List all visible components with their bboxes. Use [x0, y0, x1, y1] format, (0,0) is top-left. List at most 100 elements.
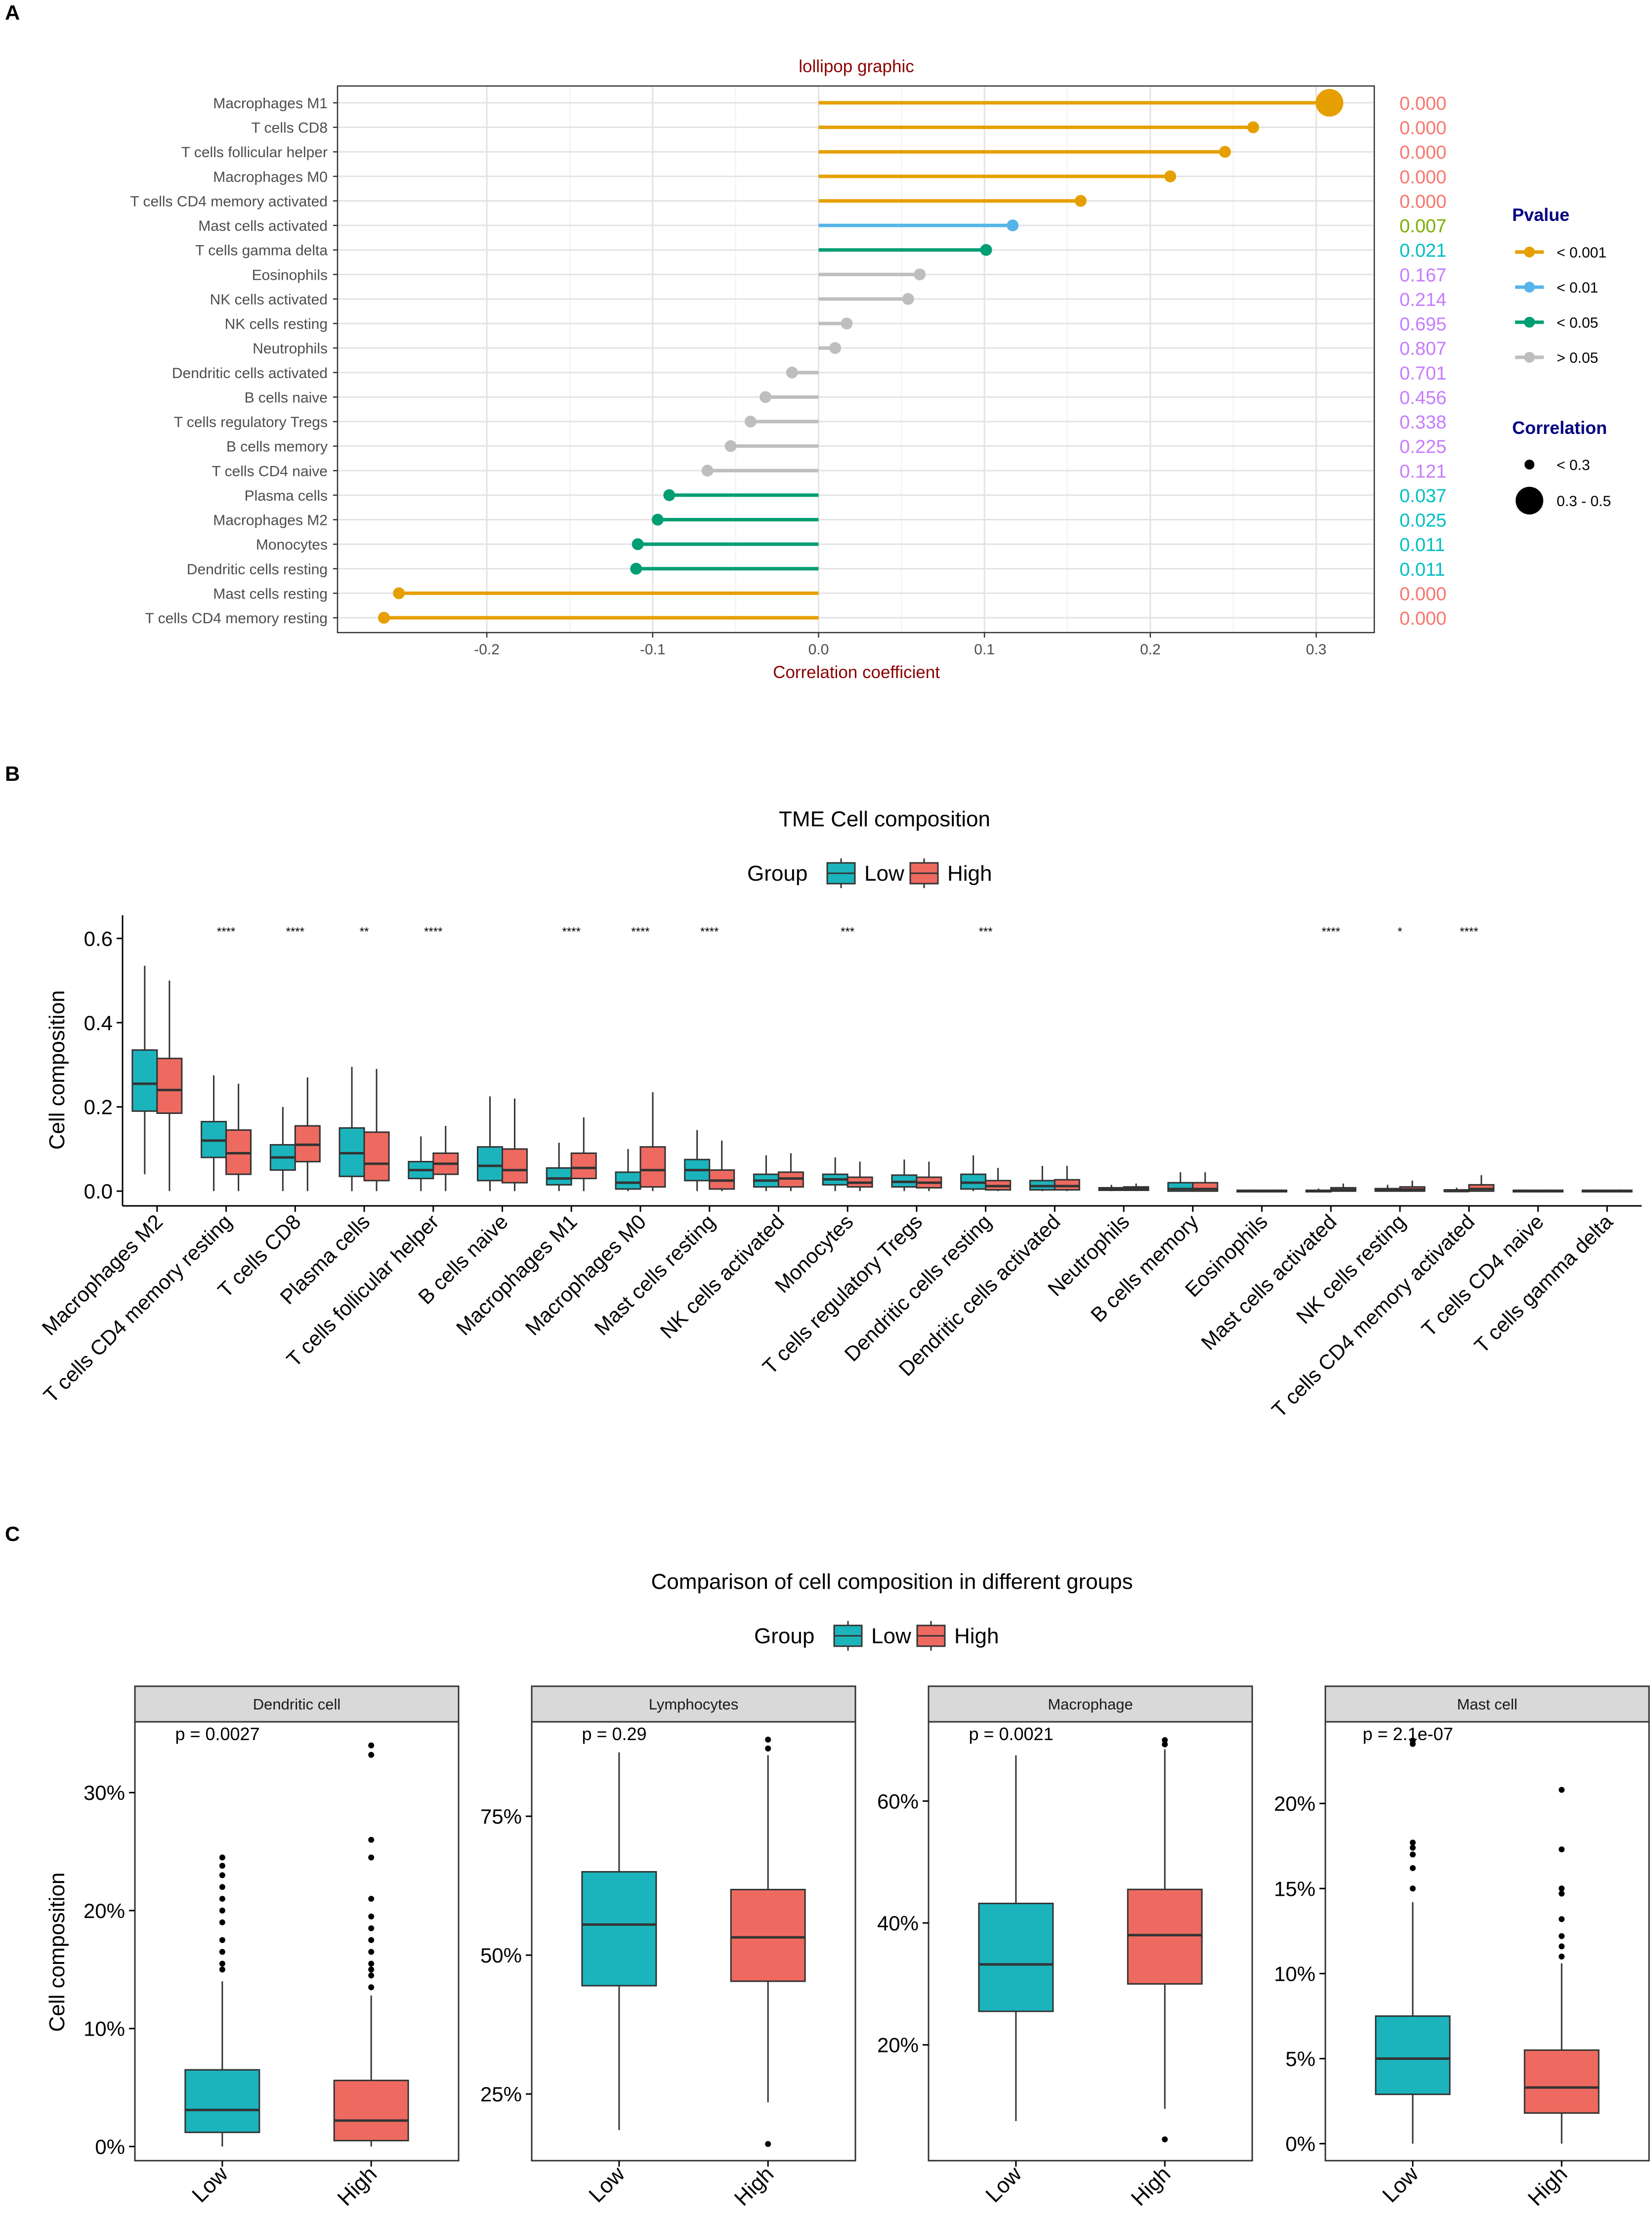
tme-legend: Group Low High	[747, 858, 992, 888]
facet-y-tick-label: 10%	[84, 2017, 125, 2041]
outlier-point	[368, 1937, 375, 1943]
x-tick-label: 0.1	[974, 641, 995, 658]
group-legend-label: High	[947, 861, 992, 886]
facet-y-tick-label: 40%	[877, 1912, 919, 1935]
significance-stars: ****	[700, 925, 719, 938]
pvalue-legend-title: Pvalue	[1512, 205, 1569, 225]
outlier-point	[368, 1966, 375, 1973]
row-pvalue: 0.121	[1399, 461, 1446, 482]
panel-label-a: A	[5, 1, 20, 24]
x-tick-label: 0.3	[1306, 641, 1327, 658]
row-pvalue: 0.456	[1399, 387, 1446, 408]
significance-stars: ****	[286, 925, 304, 938]
panel-label-c: C	[5, 1522, 20, 1545]
pvalue-legend-label: > 0.05	[1557, 350, 1598, 366]
correlation-legend-dot	[1516, 487, 1543, 514]
lollipop-dot	[701, 465, 714, 477]
pvalue-legend-dot	[1524, 247, 1535, 257]
outlier-point	[368, 1836, 375, 1843]
box-body	[639, 1146, 666, 1188]
group-legend-title: Group	[754, 1624, 814, 1648]
pvalue-legend-label: < 0.05	[1557, 315, 1598, 331]
lollipop-dot	[980, 244, 992, 256]
row-cell-label: T cells regulatory Tregs	[174, 414, 328, 430]
facet-y-tick-label: 20%	[1274, 1792, 1315, 1815]
lollipop-dot	[786, 366, 798, 379]
outlier-point	[1559, 1787, 1565, 1793]
lollipop-dot	[651, 513, 664, 526]
outlier-point	[1409, 1851, 1416, 1858]
lollipop-x-label: Correlation coefficient	[773, 663, 940, 682]
box-body	[131, 1049, 158, 1112]
lollipop-dot	[378, 612, 390, 624]
box-body	[581, 1871, 657, 1987]
lollipop-dot	[902, 293, 914, 305]
row-pvalue: 0.000	[1399, 584, 1446, 604]
outlier-point	[1409, 1844, 1416, 1851]
tme-y-tick-label: 0.6	[84, 927, 113, 950]
facet-y-tick-label: 5%	[1285, 2047, 1315, 2070]
row-pvalue: 0.807	[1399, 339, 1446, 359]
outlier-point	[368, 1854, 375, 1861]
lollipop-title: lollipop graphic	[799, 57, 914, 76]
row-cell-label: Neutrophils	[253, 341, 328, 357]
pvalue-legend-dot	[1524, 317, 1535, 328]
outlier-point	[219, 1884, 225, 1890]
x-tick-label: 0.2	[1140, 641, 1161, 658]
outlier-point	[219, 1949, 225, 1955]
row-cell-label: NK cells activated	[210, 292, 328, 308]
group-legend-title: Group	[747, 861, 807, 886]
lollipop-dot	[760, 391, 772, 403]
correlation-legend-label: < 0.3	[1557, 457, 1590, 473]
row-pvalue: 0.000	[1399, 167, 1446, 188]
facet-y-tick-label: 25%	[480, 2083, 522, 2106]
lollipop-panel-border	[337, 85, 1375, 634]
row-cell-label: T cells CD4 memory activated	[130, 193, 328, 210]
lollipop-dot	[744, 416, 757, 428]
outlier-point	[368, 1984, 375, 1991]
outlier-point	[219, 1961, 225, 1967]
row-cell-label: Plasma cells	[245, 488, 328, 504]
lollipop-dot	[1247, 121, 1259, 133]
box-body	[615, 1171, 641, 1190]
significance-stars: ****	[1322, 925, 1340, 938]
box-body	[570, 1152, 597, 1180]
outlier-point	[368, 1913, 375, 1919]
tme-y-tick-label: 0.4	[84, 1011, 113, 1034]
row-cell-label: Macrophages M0	[213, 169, 328, 185]
row-cell-label: B cells naive	[245, 389, 328, 406]
outlier-point	[1409, 1839, 1416, 1846]
row-cell-label: T cells CD8	[252, 120, 328, 136]
outlier-point	[1559, 1916, 1565, 1922]
lollipop-dot	[393, 587, 405, 599]
significance-stars: *	[1398, 925, 1402, 938]
facet-border	[928, 1721, 1253, 2162]
outlier-point	[1559, 1846, 1565, 1853]
box-body	[1524, 2049, 1600, 2114]
lollipop-dot	[1219, 146, 1231, 158]
significance-stars: ****	[631, 925, 649, 938]
outlier-point	[368, 1742, 375, 1749]
pvalue-legend-label: < 0.01	[1557, 280, 1598, 296]
facet-y-tick-label: 0%	[95, 2135, 125, 2158]
row-pvalue: 0.000	[1399, 118, 1446, 139]
facet-strip	[531, 1685, 856, 1723]
row-cell-label: Dendritic cells activated	[172, 365, 328, 382]
row-cell-label: Eosinophils	[252, 267, 328, 283]
facet-y-tick-label: 0%	[1285, 2133, 1315, 2156]
outlier-point	[1409, 1885, 1416, 1892]
outlier-point	[1162, 1737, 1168, 1743]
row-pvalue: 0.037	[1399, 486, 1446, 507]
tme-title: TME Cell composition	[779, 807, 990, 831]
tme-y-tick-label: 0.2	[84, 1096, 113, 1119]
facet-strip-label: Macrophage	[1048, 1696, 1133, 1713]
box-body	[333, 2080, 409, 2141]
facet-border	[134, 1721, 460, 2162]
box-body	[502, 1148, 528, 1184]
outlier-point	[1162, 1741, 1168, 1748]
box-body	[1054, 1179, 1080, 1191]
correlation-legend-title: Correlation	[1512, 418, 1607, 438]
